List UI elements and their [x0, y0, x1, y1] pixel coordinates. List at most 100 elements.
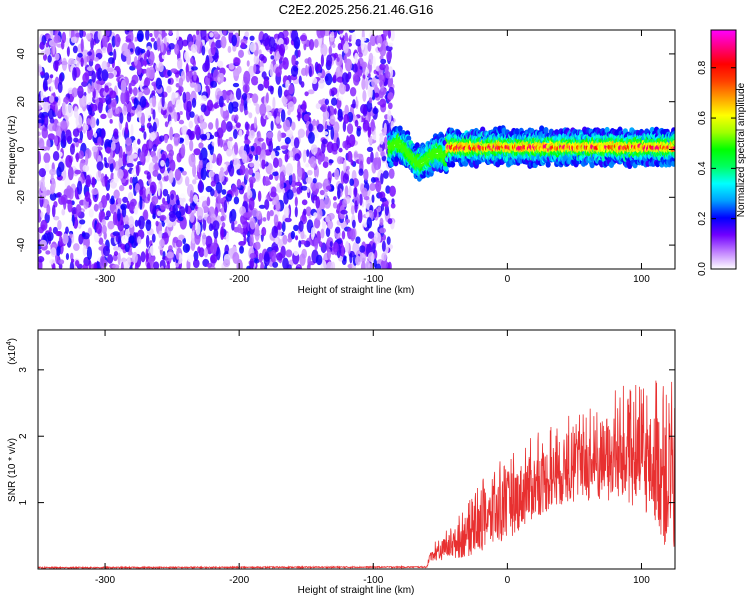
spectrogram-noise-cell: [369, 182, 376, 192]
spectrogram-noise-cell: [260, 261, 265, 269]
spectrogram-noise-cell: [337, 187, 341, 200]
spectrogram-noise-cell: [379, 134, 384, 145]
spectrogram-noise-cell: [56, 191, 62, 198]
spectrogram-noise-cell: [270, 55, 275, 60]
spectrogram-noise-cell: [261, 226, 267, 237]
spectrogram-noise-cell: [202, 62, 209, 73]
spectrogram-noise-cell: [50, 247, 57, 258]
spectrogram-noise-cell: [54, 52, 60, 61]
spectrogram-noise-cell: [43, 101, 51, 113]
spectrogram-noise-cell: [65, 154, 73, 168]
top-x-tick-label: -300: [95, 274, 115, 285]
spectrogram-noise-cell: [321, 131, 329, 136]
spectrogram-noise-cell: [243, 139, 251, 145]
spectrogram-noise-cell: [210, 41, 217, 56]
spectrogram-noise-cell: [159, 214, 167, 221]
spectrogram-noise-cell: [349, 252, 353, 264]
spectrogram-noise-cell: [189, 189, 194, 204]
spectrogram-noise-cell: [355, 38, 362, 47]
spectrogram-noise-cell: [221, 206, 225, 217]
spectrogram-noise-cell: [175, 210, 182, 219]
spectrogram-noise-cell: [54, 96, 59, 102]
spectrogram-noise-cell: [133, 97, 138, 109]
spectrogram-noise-cell: [315, 254, 323, 266]
spectrogram-noise-cell: [368, 136, 373, 146]
spectrogram-noise-cell: [270, 249, 277, 263]
spectrogram-noise-cell: [196, 207, 204, 221]
spectrogram-noise-cell: [297, 128, 306, 138]
spectrogram-noise-cell: [41, 127, 49, 139]
spectrogram-noise-cell: [317, 72, 322, 77]
spectrogram-noise-cell: [308, 65, 312, 78]
spectrogram-noise-cell: [149, 84, 153, 93]
spectrogram-noise-cell: [107, 155, 114, 164]
spectrogram-noise-cell: [132, 140, 137, 150]
spectrogram-noise-cell: [333, 121, 340, 134]
spectrogram-noise-cell: [370, 151, 374, 163]
spectrogram-noise-cell: [105, 193, 110, 201]
spectrogram-noise-cell: [352, 178, 360, 188]
spectrogram-noise-cell: [272, 96, 276, 110]
spectrogram-noise-cell: [285, 129, 294, 138]
spectrogram-noise-cell: [65, 37, 69, 48]
spectrogram-noise-cell: [227, 30, 236, 33]
spectrogram-noise-cell: [363, 218, 368, 228]
spectrogram-noise-cell: [387, 261, 392, 269]
spectrogram-noise-cell: [381, 252, 387, 262]
spectrogram-noise-cell: [126, 163, 134, 168]
top-y-axis-label: Frequency (Hz): [7, 116, 18, 185]
spectrogram-noise-cell: [299, 34, 307, 42]
spectrogram-noise-cell: [153, 30, 159, 39]
spectrogram-noise-cell: [292, 245, 300, 256]
spectrogram-noise-cell: [306, 263, 311, 269]
spectrogram-noise-cell: [215, 117, 219, 130]
spectrogram-noise-cell: [101, 224, 107, 235]
spectrogram-noise-cell: [337, 108, 343, 118]
spectrogram-noise-cell: [139, 189, 144, 196]
spectrogram-noise-cell: [88, 105, 93, 116]
spectrogram-noise-cell: [148, 66, 155, 80]
spectrogram-noise-cell: [184, 51, 189, 61]
spectrogram-noise-cell: [372, 107, 379, 115]
top-y-tick-label: 40: [16, 48, 27, 60]
spectrogram-noise-cell: [329, 115, 336, 125]
spectrogram-noise-cell: [360, 37, 365, 51]
spectrogram-noise-cell: [249, 42, 257, 53]
spectrogram-noise-cell: [38, 138, 45, 150]
spectrogram-noise-cell: [313, 38, 319, 49]
spectrogram-noise-cell: [159, 32, 168, 37]
chart-title: C2E2.2025.256.21.46.G16: [279, 2, 434, 17]
spectrogram-noise-cell: [277, 130, 282, 143]
spectrogram-noise-cell: [255, 145, 262, 156]
spectrogram-noise-cell: [164, 135, 169, 144]
spectrogram-noise-cell: [290, 65, 299, 77]
spectrogram-noise-cell: [373, 157, 381, 171]
spectrogram-noise-cell: [175, 239, 183, 248]
spectrogram-noise-cell: [125, 121, 129, 135]
spectrogram-noise-cell: [193, 71, 197, 81]
spectrogram-noise-cell: [137, 138, 141, 145]
spectrogram-noise-cell: [70, 36, 77, 44]
spectrogram-noise-cell: [222, 109, 230, 122]
spectrogram-noise-cell: [243, 212, 251, 218]
spectrogram-noise-cell: [58, 235, 63, 247]
spectrogram-noise-cell: [332, 241, 339, 253]
spectrogram-noise-cell: [354, 119, 359, 127]
spectrogram-signal-cell: [545, 161, 551, 168]
spectrogram-noise-cell: [357, 92, 362, 102]
spectrogram-noise-cell: [329, 30, 337, 33]
spectrogram-noise-cell: [327, 220, 334, 230]
spectrogram-noise-cell: [167, 78, 172, 85]
spectrogram-noise-cell: [150, 37, 155, 42]
spectrogram-noise-cell: [149, 132, 156, 142]
spectrogram-noise-cell: [348, 134, 356, 148]
spectrogram-noise-cell: [307, 89, 315, 95]
spectrogram-noise-cell: [316, 30, 324, 39]
spectrogram-noise-cell: [152, 213, 156, 220]
spectrogram-noise-cell: [248, 153, 254, 159]
spectrogram-noise-cell: [85, 174, 92, 188]
spectrogram-noise-cell: [194, 124, 201, 136]
spectrogram-noise-cell: [296, 165, 303, 178]
spectrogram-noise-cell: [122, 151, 126, 165]
